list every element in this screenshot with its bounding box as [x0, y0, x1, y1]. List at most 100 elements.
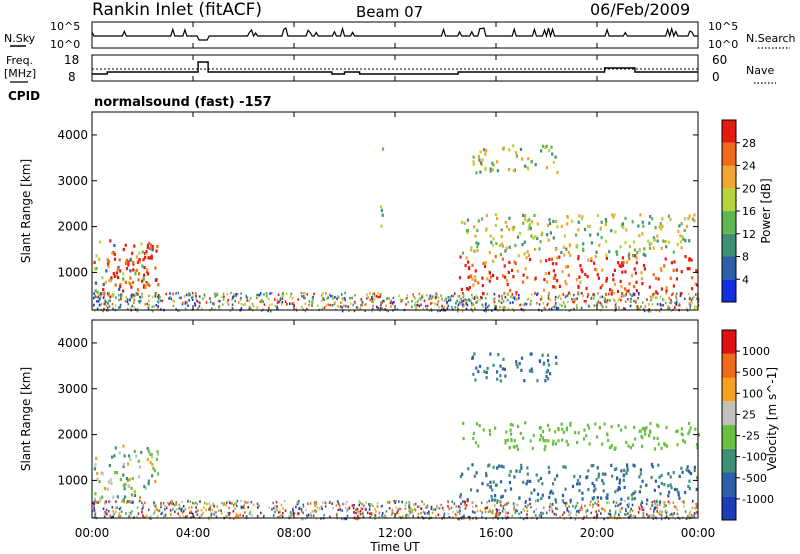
- echo-cell: [383, 515, 386, 519]
- echo-cell: [302, 505, 305, 508]
- echo-cell: [142, 277, 145, 281]
- echo-cell: [654, 479, 657, 483]
- echo-cell: [462, 292, 464, 295]
- echo-cell: [634, 515, 636, 518]
- echo-cell: [636, 308, 639, 311]
- echo-cell: [687, 292, 690, 296]
- echo-cell: [678, 224, 681, 228]
- colorbar-swatch: [722, 120, 736, 143]
- echo-cell: [565, 247, 568, 251]
- echo-cell: [430, 507, 433, 511]
- echo-cell: [503, 264, 506, 268]
- echo-cell: [154, 509, 156, 512]
- echo-cell: [452, 516, 454, 519]
- echo-cell: [284, 509, 287, 512]
- echo-cell: [667, 484, 670, 488]
- echo-cell: [376, 505, 379, 508]
- echo-cell: [491, 512, 494, 515]
- echo-cell: [593, 294, 596, 297]
- echo-cell: [414, 301, 417, 304]
- echo-cell: [558, 284, 561, 288]
- echo-cell: [133, 449, 136, 453]
- echo-cell: [616, 517, 618, 521]
- echo-cell: [108, 278, 111, 282]
- echo-cell: [379, 294, 381, 297]
- echo-cell: [590, 256, 593, 261]
- echo-cell: [547, 291, 550, 296]
- echo-cell: [465, 302, 468, 305]
- echo-cell: [496, 169, 499, 173]
- echo-cell: [428, 510, 430, 513]
- echo-cell: [202, 511, 204, 515]
- echo-cell: [665, 286, 668, 290]
- echo-cell: [547, 238, 550, 242]
- echo-cell: [119, 514, 122, 518]
- echo-cell: [472, 160, 475, 164]
- echo-cell: [381, 514, 383, 517]
- echo-cell: [688, 512, 691, 515]
- echo-cell: [222, 292, 225, 296]
- echo-cell: [555, 513, 557, 516]
- echo-cell: [377, 292, 380, 295]
- echo-cell: [132, 500, 134, 504]
- echo-cell: [214, 308, 216, 311]
- echo-cell: [526, 250, 529, 254]
- echo-cell: [624, 507, 627, 511]
- echo-cell: [160, 512, 163, 516]
- echo-cell: [329, 294, 332, 298]
- echo-cell: [146, 245, 149, 249]
- echo-cell: [584, 302, 587, 305]
- echo-cell: [642, 263, 646, 268]
- echo-cell: [142, 258, 145, 262]
- echo-cell: [406, 297, 408, 300]
- echo-cell: [203, 501, 206, 505]
- echo-cell: [353, 504, 355, 507]
- echo-cell: [633, 240, 636, 244]
- echo-cell: [376, 295, 378, 298]
- echo-cell: [255, 293, 258, 297]
- echo-cell: [631, 220, 634, 224]
- echo-cell: [456, 306, 459, 309]
- echo-cell: [131, 304, 134, 308]
- echo-cell: [506, 282, 509, 287]
- echo-cell: [570, 511, 572, 514]
- y-tick-label: 2000: [57, 428, 88, 442]
- echo-cell: [460, 297, 462, 301]
- echo-cell: [677, 493, 680, 497]
- echo-cell: [349, 297, 351, 300]
- echo-cell: [522, 213, 525, 217]
- echo-cell: [625, 228, 628, 232]
- echo-cell: [548, 308, 551, 311]
- echo-cell: [481, 482, 484, 486]
- echo-cell: [624, 513, 626, 516]
- echo-cell: [541, 430, 544, 434]
- echo-cell: [339, 508, 342, 511]
- echo-cell: [470, 248, 473, 252]
- echo-cell: [387, 309, 390, 313]
- echo-cell: [472, 505, 474, 509]
- echo-cell: [581, 497, 584, 501]
- echo-cell: [695, 487, 698, 491]
- echo-cell: [104, 281, 107, 285]
- echo-cell: [627, 289, 630, 293]
- echo-cell: [484, 507, 486, 511]
- echo-cell: [553, 512, 556, 516]
- echo-cell: [209, 504, 212, 508]
- echo-cell: [554, 298, 557, 302]
- echo-cell: [149, 514, 152, 518]
- echo-cell: [386, 501, 389, 504]
- echo-cell: [385, 304, 387, 307]
- echo-cell: [692, 515, 694, 518]
- echo-cell: [660, 268, 663, 273]
- echo-cell: [199, 500, 201, 503]
- echo-cell: [493, 297, 496, 300]
- echo-cell: [545, 166, 548, 170]
- echo-cell: [511, 308, 514, 311]
- echo-cell: [524, 421, 527, 425]
- echo-cell: [643, 507, 645, 510]
- echo-cell: [380, 224, 383, 228]
- echo-cell: [635, 256, 638, 260]
- echo-cell: [409, 502, 411, 506]
- echo-cell: [660, 517, 663, 521]
- echo-cell: [676, 299, 678, 302]
